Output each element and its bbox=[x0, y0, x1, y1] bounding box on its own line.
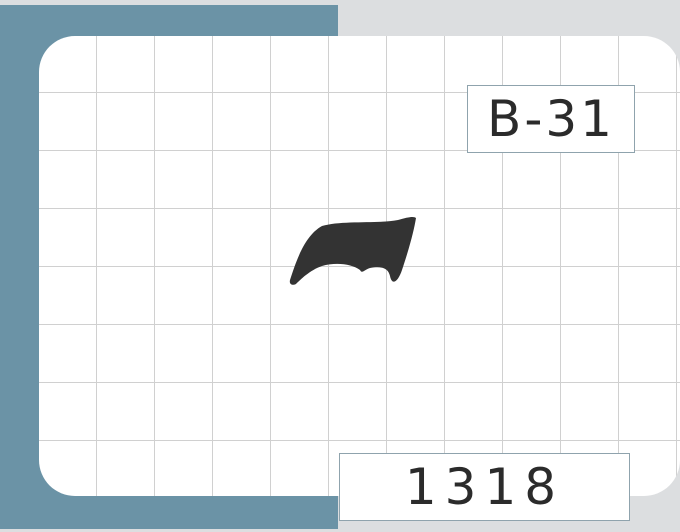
blob-silhouette-icon bbox=[286, 214, 420, 288]
code-label: B-31 bbox=[467, 85, 635, 153]
number-label: 1318 bbox=[339, 453, 630, 521]
